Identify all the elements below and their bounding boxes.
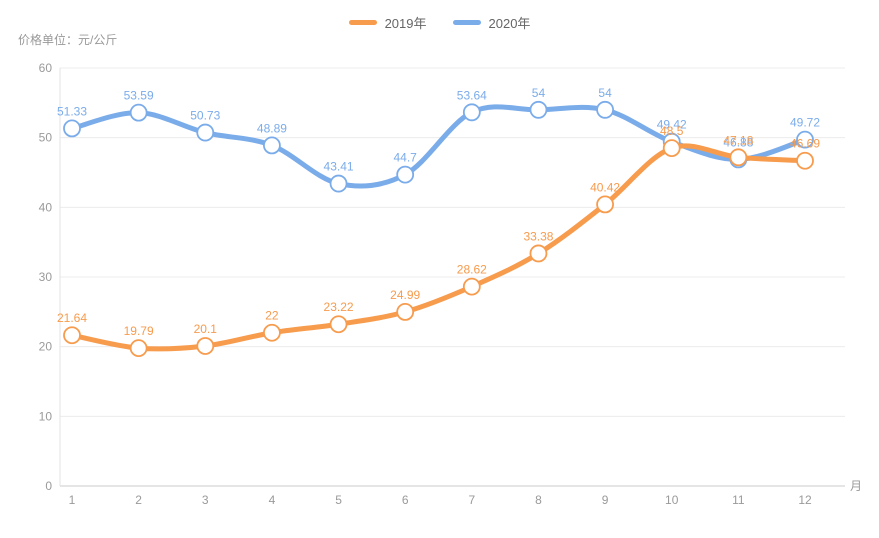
y-axis-unit-label: 价格单位：元/公斤 [18, 33, 118, 47]
x-tick-label-5: 5 [335, 493, 342, 507]
data-label-2019年-6: 24.99 [390, 288, 420, 302]
data-point-2020年-1[interactable] [63, 119, 81, 138]
data-label-2019年-9: 40.42 [590, 180, 620, 194]
data-label-2019年-7: 28.62 [457, 263, 487, 277]
x-tick-label-3: 3 [202, 493, 209, 507]
data-label-2020年-3: 50.73 [190, 109, 220, 123]
y-tick-label-20: 20 [39, 340, 53, 354]
data-label-2019年-1: 21.64 [57, 311, 87, 325]
data-label-2020年-2: 53.59 [124, 89, 154, 103]
legend-swatch-2019-icon [348, 20, 377, 25]
data-label-2020年-5: 43.41 [324, 160, 354, 174]
data-label-2020年-1: 51.33 [57, 104, 87, 118]
data-label-2020年-9: 54 [598, 86, 612, 100]
legend-item-2020[interactable]: 2020年 [452, 13, 531, 32]
x-tick-label-8: 8 [535, 493, 542, 507]
data-label-2019年-5: 23.22 [324, 300, 354, 314]
data-label-2019年-8: 33.38 [523, 229, 553, 243]
data-label-2019年-10: 48.5 [660, 124, 684, 138]
data-point-2019年-6[interactable] [396, 303, 415, 321]
data-point-2020年-3[interactable] [196, 123, 215, 142]
x-tick-label-6: 6 [402, 493, 409, 507]
x-tick-label-10: 10 [665, 493, 679, 507]
y-tick-label-0: 0 [45, 479, 52, 493]
y-tick-label-50: 50 [39, 131, 53, 145]
data-point-2020年-9[interactable] [596, 100, 614, 119]
x-tick-label-11: 11 [732, 493, 745, 507]
data-point-2019年-3[interactable] [196, 337, 215, 355]
data-point-2020年-5[interactable] [329, 174, 348, 193]
y-tick-label-60: 60 [39, 61, 53, 75]
data-point-2019年-9[interactable] [596, 195, 614, 214]
data-label-2020年-11: 46.88 [723, 135, 753, 149]
series-line-2019年[interactable] [69, 143, 808, 352]
data-label-2020年-6: 44.7 [394, 151, 418, 165]
data-label-2020年-12: 49.72 [790, 116, 820, 130]
data-label-2019年-3: 20.1 [194, 322, 218, 336]
data-point-2020年-2[interactable] [129, 103, 148, 122]
data-label-2019年-2: 19.79 [124, 324, 154, 338]
data-point-2020年-8[interactable] [529, 100, 548, 119]
data-point-2019年-2[interactable] [129, 339, 148, 358]
x-tick-label-7: 7 [468, 493, 475, 507]
data-label-2020年-10: 49.42 [657, 118, 687, 132]
data-label-2019年-12: 46.69 [790, 137, 820, 151]
legend-label-2019: 2019年 [384, 16, 427, 31]
legend-swatch-2020-icon [452, 20, 481, 25]
data-point-2019年-12[interactable] [796, 151, 814, 170]
data-point-2019年-8[interactable] [529, 244, 548, 263]
x-tick-label-9: 9 [602, 493, 609, 507]
x-axis-name: 月 [850, 479, 862, 493]
data-label-2020年-7: 53.64 [457, 88, 487, 102]
data-label-2020年-4: 48.89 [257, 121, 287, 135]
data-point-2020年-12[interactable] [796, 130, 814, 149]
x-tick-label-4: 4 [269, 493, 276, 507]
data-point-2020年-7[interactable] [462, 103, 481, 122]
legend-item-2019[interactable]: 2019年 [348, 13, 427, 32]
data-label-2020年-8: 54 [532, 86, 546, 100]
legend: 2019年 2020年 [0, 13, 879, 32]
data-point-2020年-6[interactable] [396, 165, 415, 184]
data-label-2019年-11: 47.18 [723, 133, 753, 147]
data-point-2019年-1[interactable] [63, 326, 81, 345]
x-tick-label-1: 1 [69, 493, 76, 507]
x-tick-label-2: 2 [135, 493, 142, 507]
x-tick-label-12: 12 [798, 493, 812, 507]
data-label-2019年-4: 22 [265, 309, 279, 323]
data-point-2019年-7[interactable] [462, 277, 481, 296]
y-tick-label-10: 10 [39, 409, 53, 423]
data-point-2020年-4[interactable] [263, 136, 281, 155]
data-point-2019年-10[interactable] [662, 139, 681, 158]
data-point-2019年-11[interactable] [729, 148, 748, 167]
y-tick-label-40: 40 [39, 200, 53, 214]
data-point-2019年-5[interactable] [329, 315, 348, 334]
legend-label-2020: 2020年 [488, 16, 531, 31]
y-tick-label-30: 30 [39, 270, 53, 284]
data-point-2019年-4[interactable] [263, 323, 281, 342]
